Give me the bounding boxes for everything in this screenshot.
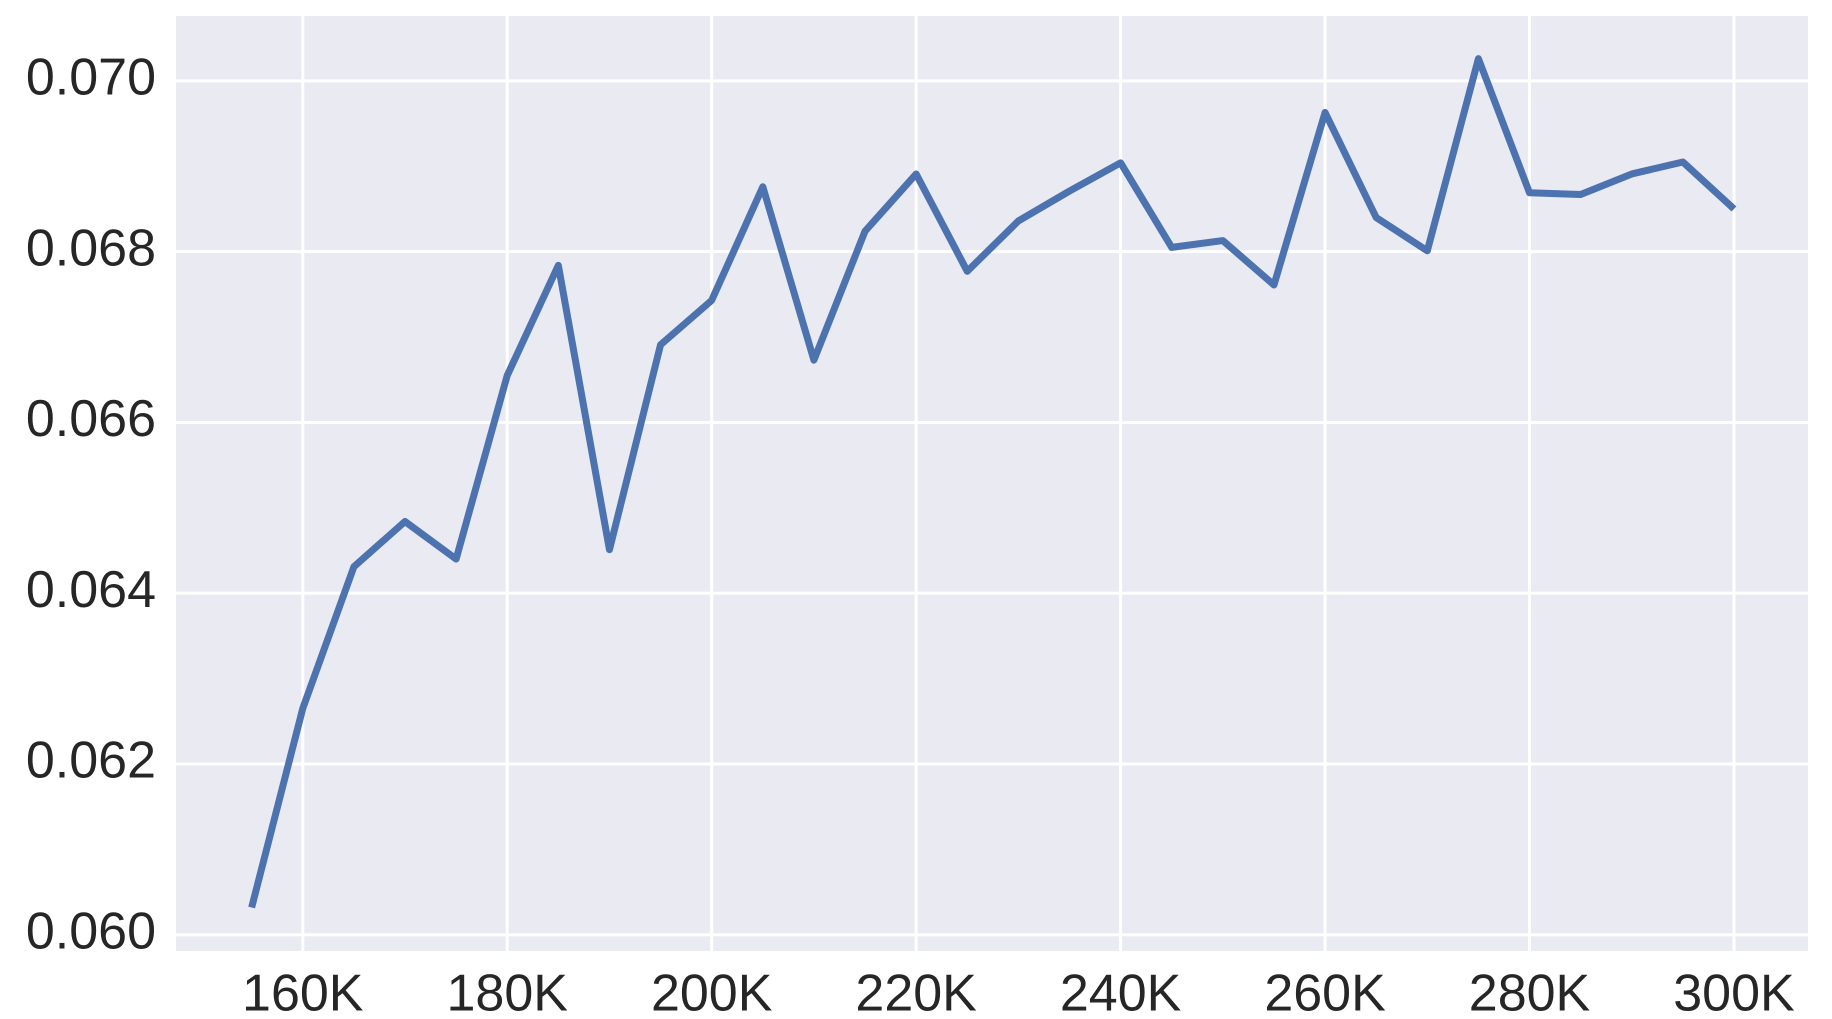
x-tick-label: 300K bbox=[1673, 965, 1795, 1019]
series-line bbox=[248, 55, 1737, 909]
y-tick-label: 0.068 bbox=[26, 219, 156, 277]
x-tick-label: 240K bbox=[1060, 965, 1182, 1019]
y-tick-label: 0.060 bbox=[26, 903, 156, 961]
y-tick-label: 0.062 bbox=[26, 732, 156, 790]
x-tick-label: 280K bbox=[1469, 965, 1591, 1019]
x-tick-label: 180K bbox=[446, 965, 568, 1019]
x-tick-label: 200K bbox=[651, 965, 773, 1019]
y-tick-label: 0.070 bbox=[26, 49, 156, 107]
y-tick-label: 0.066 bbox=[26, 390, 156, 448]
x-tick-label: 260K bbox=[1264, 965, 1386, 1019]
plot-area bbox=[176, 16, 1808, 951]
y-tick-label: 0.064 bbox=[26, 561, 156, 619]
x-tick-label: 220K bbox=[855, 965, 977, 1019]
x-tick-label: 160K bbox=[242, 965, 364, 1019]
